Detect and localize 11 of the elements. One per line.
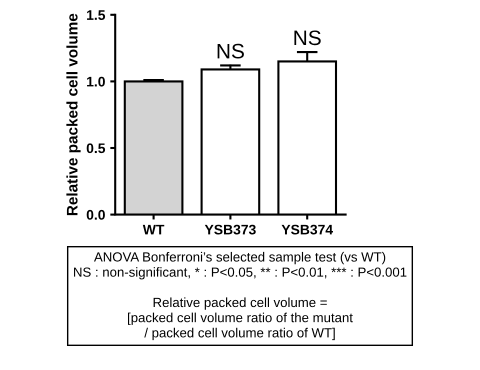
x-tick-label: WT bbox=[142, 224, 164, 234]
y-tick-label: 1.5 bbox=[87, 10, 106, 20]
y-axis-title: Relative packed cell volume bbox=[66, 14, 81, 216]
text: ANOVA Bonferroni’s selected sample test (vs WT) NS : non-significant, * : P<0.05, ** : P<0.01, *** : P<0.001 Relative packed cell volume = [packed cell volume ratio of the mutant / packed cell volume ratio of WT] bbox=[74, 252, 406, 340]
y-tick-label: 1.0 bbox=[87, 76, 105, 87]
x-tick-label: YSB373 bbox=[204, 224, 256, 235]
x-tick-label: YSB374 bbox=[282, 224, 333, 235]
y-tick-label: 0.5 bbox=[86, 143, 106, 154]
annotation: NS bbox=[218, 44, 244, 59]
y-tick-label: 0.0 bbox=[86, 210, 105, 220]
annotation: NS bbox=[294, 30, 321, 46]
